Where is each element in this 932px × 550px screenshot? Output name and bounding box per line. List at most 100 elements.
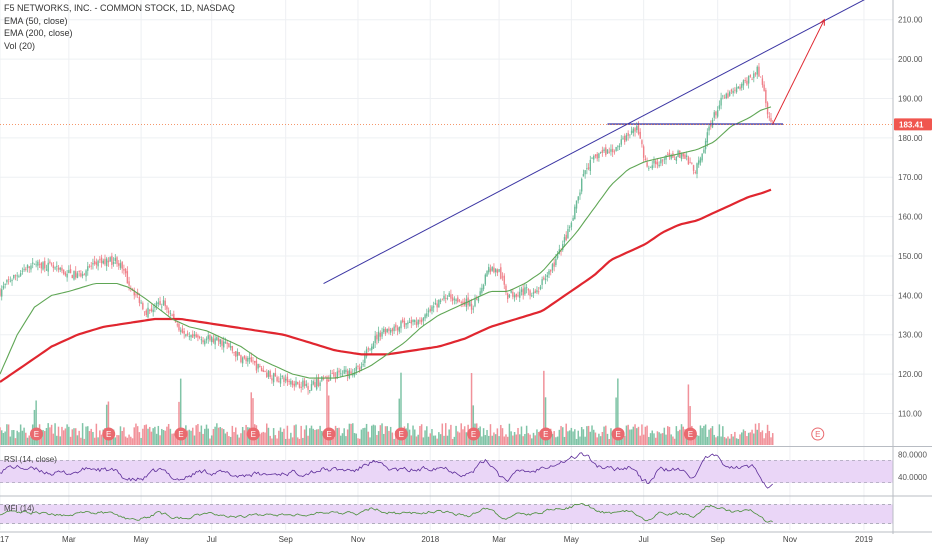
volume-bar	[364, 427, 366, 445]
volume-bar	[524, 433, 526, 445]
candle-body	[116, 257, 118, 264]
candle-body	[503, 275, 505, 285]
x-tick-label: Mar	[492, 535, 506, 544]
candle-body	[770, 118, 772, 122]
candle-body	[617, 146, 619, 148]
candle-body	[577, 196, 579, 201]
volume-bar	[644, 426, 647, 445]
volume-bar	[599, 436, 602, 445]
candle-body	[599, 152, 602, 153]
volume-bar	[340, 435, 342, 445]
candle-body	[14, 275, 17, 277]
candle-body	[624, 135, 626, 143]
volume-bar	[174, 431, 177, 445]
volume-legend[interactable]: Vol (20)	[4, 40, 36, 51]
volume-bar	[13, 430, 15, 445]
ema50-legend[interactable]: EMA (50, close)	[4, 15, 68, 26]
volume-bar	[567, 431, 569, 445]
candle-body	[150, 308, 153, 311]
drawings[interactable]	[0, 0, 893, 284]
volume-bar	[732, 436, 734, 445]
volume-bar	[723, 437, 726, 445]
candle-body	[322, 378, 325, 380]
candle-body	[548, 270, 550, 275]
candle-body	[319, 382, 321, 386]
volume-bar	[679, 429, 681, 445]
candle-body	[0, 289, 1, 296]
volume-bar	[539, 430, 542, 445]
candle-body	[37, 261, 39, 266]
candle-body	[519, 291, 521, 298]
candle-body	[715, 111, 717, 116]
volume-bar	[722, 426, 724, 445]
x-tick-label: Jul	[207, 535, 217, 544]
volume-bar	[391, 432, 394, 445]
volume-bar	[592, 429, 595, 445]
candle-body	[38, 264, 41, 265]
volume-bar	[677, 431, 679, 445]
volume-bar	[326, 376, 328, 445]
candle-body	[202, 340, 204, 343]
volume-bar	[95, 423, 98, 445]
candle-body	[668, 152, 671, 157]
candle-body	[476, 298, 478, 300]
candle-body	[534, 290, 536, 293]
candle-body	[245, 357, 247, 362]
earnings-marker	[174, 427, 188, 441]
candle-body	[491, 266, 493, 271]
candle-body	[56, 265, 58, 267]
volume-bar	[675, 426, 678, 445]
volume-bar	[154, 426, 156, 445]
candle-body	[739, 86, 741, 90]
volume-bar	[167, 423, 170, 445]
volume-bar	[512, 435, 514, 445]
ema200-legend[interactable]: EMA (200, close)	[4, 28, 73, 38]
candle-body	[326, 380, 328, 381]
candle-body	[417, 319, 419, 325]
candle-body	[412, 319, 414, 322]
candle-body	[603, 149, 605, 152]
volume-bar	[214, 426, 216, 445]
candle-body	[567, 229, 569, 239]
candle-body	[379, 332, 382, 337]
volume-bar	[563, 436, 566, 445]
candle-body	[560, 250, 562, 252]
candle-body	[223, 341, 225, 348]
candle-body	[155, 302, 158, 307]
volume-bar	[462, 429, 464, 445]
volume-bar	[735, 438, 738, 445]
volume-bar	[338, 427, 340, 445]
candle-body	[687, 157, 690, 165]
volume-bar	[7, 424, 10, 445]
candle-body	[186, 333, 189, 336]
volume-bar	[202, 433, 204, 445]
volume-bar	[6, 424, 8, 445]
candle-body	[193, 334, 196, 337]
rsi-title[interactable]: RSI (14, close)	[4, 455, 57, 464]
candle-body	[710, 125, 712, 127]
candle-body	[266, 372, 268, 378]
candle-body	[7, 279, 10, 281]
volume-bar	[57, 426, 60, 445]
candle-body	[376, 334, 378, 340]
y-tick-label: 140.00	[898, 291, 923, 300]
mfi-title[interactable]: MFI (14)	[4, 504, 35, 513]
candle-body	[231, 345, 234, 351]
candle-body	[1, 289, 3, 297]
volume-bar	[272, 428, 275, 445]
volume-bar	[727, 436, 729, 445]
candle-body	[259, 365, 261, 368]
volume-bar	[699, 425, 702, 445]
candle-body	[458, 300, 461, 302]
volume-bar	[431, 429, 433, 445]
volume-bar	[298, 438, 301, 445]
candle-body	[553, 262, 555, 267]
candle-body	[264, 371, 266, 373]
volume-bar	[393, 438, 395, 445]
volume-bar	[80, 437, 82, 445]
candle-body	[426, 313, 428, 317]
candle-body	[260, 368, 263, 372]
candle-body	[568, 227, 571, 228]
